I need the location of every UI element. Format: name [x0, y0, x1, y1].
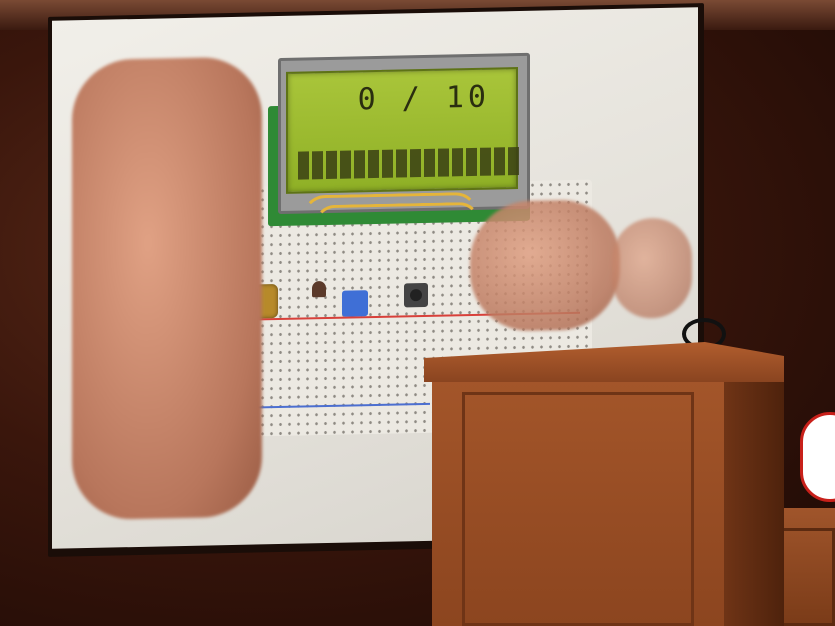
- push-button: [404, 282, 428, 308]
- lcd-bar-segment: [438, 148, 449, 177]
- right-finger: [612, 217, 692, 320]
- led: [312, 281, 326, 298]
- lcd-counter-text: 0 / 10: [357, 79, 490, 118]
- podium-panel: [462, 392, 694, 626]
- trimmer-potentiometer: [342, 290, 368, 317]
- lcd-bar-segment: [424, 148, 435, 177]
- yellow-wire: [314, 201, 480, 248]
- lcd-bar-segment: [298, 151, 309, 180]
- lcd-bar-segment: [312, 151, 323, 180]
- lcd-bar-segment: [410, 149, 421, 178]
- lcd-bar-segment: [452, 148, 463, 177]
- lcd-bar-segment: [508, 146, 519, 176]
- lcd-bar-segment: [340, 150, 351, 179]
- left-hand: [72, 56, 262, 521]
- lcd-bar-segment: [480, 147, 491, 176]
- lcd-bar-segment: [382, 149, 393, 178]
- podium-side: [724, 362, 784, 626]
- lcd-bar-segment: [494, 147, 505, 176]
- lcd-bar-segment: [396, 149, 407, 178]
- podium-body: [432, 372, 724, 626]
- lcd-progress-bar: [298, 146, 519, 180]
- lcd-bar-segment: [368, 149, 379, 179]
- lcd-display: 0 / 10: [286, 67, 519, 194]
- lcd-bar-segment: [466, 147, 477, 177]
- plush-toy: [800, 412, 835, 502]
- lcd-bar-segment: [354, 150, 365, 179]
- lcd-bar-segment: [326, 150, 337, 180]
- right-finger: [470, 198, 620, 333]
